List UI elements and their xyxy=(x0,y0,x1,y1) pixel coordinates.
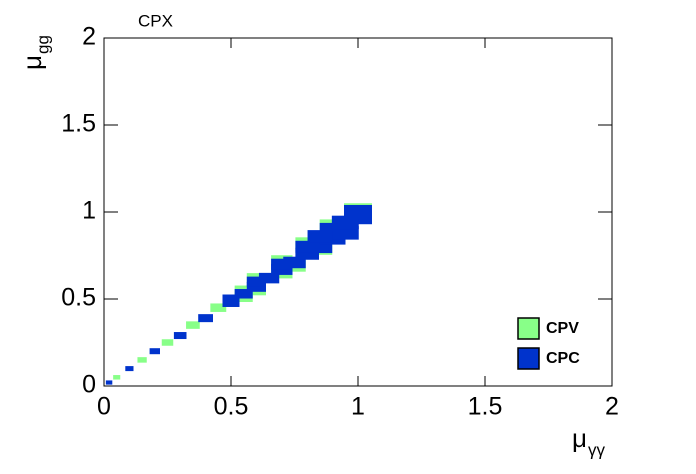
x-tick-label: 1.5 xyxy=(468,393,503,421)
y-tick-label: 1.5 xyxy=(61,110,96,138)
point xyxy=(246,281,266,292)
point xyxy=(137,357,147,363)
chart-title: CPX xyxy=(138,11,173,30)
legend-swatch xyxy=(517,317,540,340)
point xyxy=(234,289,253,299)
point xyxy=(149,348,160,355)
y-tick-label: 0.5 xyxy=(61,284,96,312)
point xyxy=(331,215,359,230)
point xyxy=(125,366,134,372)
x-tick-label: 0 xyxy=(97,393,111,421)
point xyxy=(295,240,319,253)
x-axis-label: μ xyxy=(572,423,587,453)
point xyxy=(210,303,227,312)
legend-label: CPC xyxy=(546,350,580,367)
y-tick-label: 0 xyxy=(82,371,96,399)
x-axis-label-sub: γγ xyxy=(588,440,606,459)
point xyxy=(173,332,187,340)
point xyxy=(258,272,280,284)
point xyxy=(105,380,113,385)
x-tick-label: 1 xyxy=(351,393,365,421)
y-axis-label-group: μ gg xyxy=(17,35,53,70)
x-tick-label: 2 xyxy=(605,393,619,421)
point xyxy=(222,294,240,304)
legend-swatch xyxy=(517,347,540,370)
point xyxy=(283,256,306,269)
y-axis-label: μ xyxy=(17,55,47,70)
y-axis-label-sub: gg xyxy=(33,35,52,54)
point xyxy=(307,230,333,243)
point xyxy=(113,375,121,380)
legend-label: CPV xyxy=(546,320,579,337)
point xyxy=(246,276,266,287)
point xyxy=(186,321,200,329)
point xyxy=(198,314,213,323)
point xyxy=(271,258,293,270)
point xyxy=(161,339,174,346)
x-tick-label: 0.5 xyxy=(214,393,249,421)
point xyxy=(344,205,372,219)
y-tick-label: 2 xyxy=(82,23,96,51)
y-tick-label: 1 xyxy=(82,197,96,225)
